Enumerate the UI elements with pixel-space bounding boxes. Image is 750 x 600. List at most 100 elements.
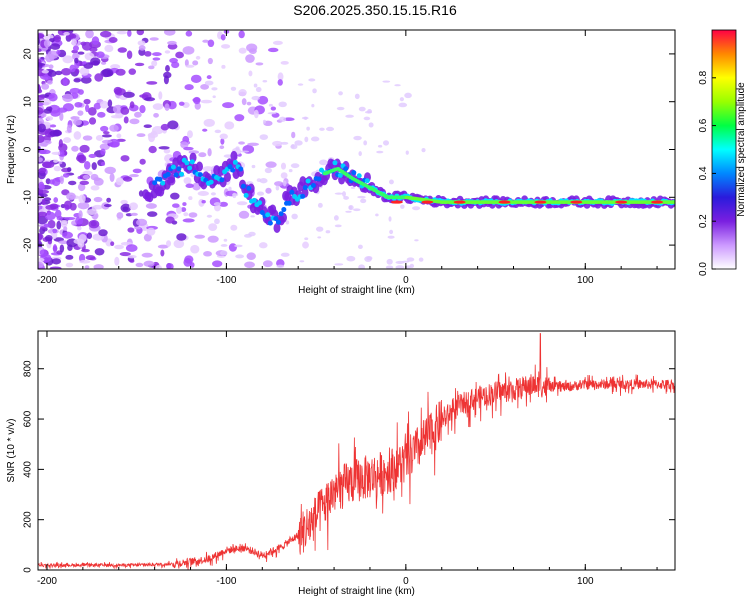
noise-blob bbox=[100, 30, 112, 38]
noise-blob bbox=[297, 83, 304, 86]
bottom-ytick-label: 800 bbox=[23, 360, 34, 377]
noise-blob bbox=[45, 53, 53, 63]
noise-blob bbox=[160, 123, 170, 131]
noise-blob bbox=[38, 134, 45, 144]
noise-blob bbox=[251, 164, 256, 169]
noise-blob bbox=[53, 197, 59, 203]
noise-blob bbox=[200, 99, 213, 104]
noise-blob bbox=[99, 100, 109, 109]
noise-blob bbox=[180, 141, 189, 149]
noise-blob bbox=[94, 248, 105, 256]
bottom-xtick-label: 0 bbox=[403, 576, 409, 587]
noise-blob bbox=[62, 77, 68, 86]
ridge-peak bbox=[390, 200, 403, 204]
noise-blob bbox=[206, 75, 212, 80]
noise-blob bbox=[325, 230, 331, 234]
noise-blob bbox=[418, 257, 424, 262]
ridge-core bbox=[286, 200, 292, 206]
noise-blob bbox=[310, 136, 320, 142]
noise-blob bbox=[129, 118, 140, 125]
noise-blob bbox=[259, 134, 269, 140]
noise-blob bbox=[333, 215, 339, 221]
noise-blob bbox=[303, 116, 308, 120]
bottom-ylabel: SNR (10 * v/v) bbox=[6, 419, 17, 483]
noise-blob bbox=[385, 265, 394, 269]
ridge-core bbox=[257, 200, 263, 206]
colorbar-gradient bbox=[711, 29, 737, 270]
noise-blob bbox=[240, 150, 250, 153]
noise-blob bbox=[270, 106, 276, 111]
noise-blob bbox=[43, 39, 51, 48]
noise-blob bbox=[198, 152, 207, 158]
ridge-core bbox=[208, 179, 214, 185]
noise-blob bbox=[235, 146, 240, 151]
ridge-core bbox=[157, 176, 163, 182]
noise-blob bbox=[94, 73, 104, 82]
noise-blob bbox=[238, 47, 247, 54]
noise-blob bbox=[185, 30, 193, 37]
noise-blob bbox=[183, 212, 189, 217]
noise-blob bbox=[421, 147, 426, 153]
noise-blob bbox=[182, 202, 187, 206]
ridge-core bbox=[351, 170, 357, 176]
noise-blob bbox=[81, 248, 90, 253]
noise-blob bbox=[85, 255, 96, 261]
noise-blob bbox=[172, 203, 180, 208]
noise-blob bbox=[155, 264, 162, 269]
noise-blob bbox=[334, 263, 344, 266]
colorbar-tick-label: 0.4 bbox=[698, 166, 709, 180]
noise-blob bbox=[166, 240, 172, 247]
noise-blob bbox=[343, 196, 349, 200]
noise-blob bbox=[279, 116, 287, 122]
ridge-core bbox=[197, 172, 203, 178]
noise-blob bbox=[116, 133, 122, 139]
noise-blob bbox=[272, 140, 283, 147]
noise-blob bbox=[139, 94, 149, 98]
noise-blob bbox=[143, 124, 152, 129]
noise-blob bbox=[207, 39, 215, 48]
noise-blob bbox=[122, 176, 133, 182]
noise-blob bbox=[45, 106, 53, 112]
ridge-core bbox=[364, 178, 370, 184]
noise-blob bbox=[274, 181, 284, 187]
noise-blob bbox=[256, 191, 265, 196]
noise-blob bbox=[93, 196, 103, 203]
top-xtick-label: 0 bbox=[403, 275, 409, 286]
ridge-core bbox=[251, 197, 257, 203]
noise-blob bbox=[65, 254, 74, 260]
noise-blob bbox=[175, 51, 184, 59]
noise-blob bbox=[267, 47, 279, 53]
noise-blob bbox=[77, 202, 90, 210]
noise-blob bbox=[234, 114, 245, 122]
noise-blob bbox=[77, 51, 85, 55]
noise-blob bbox=[345, 114, 354, 118]
noise-blob bbox=[382, 80, 391, 83]
top-ytick-label: 10 bbox=[23, 96, 34, 108]
noise-blob bbox=[146, 227, 156, 236]
noise-blob bbox=[152, 52, 162, 57]
noise-blob bbox=[334, 224, 342, 228]
noise-blob bbox=[219, 201, 228, 207]
noise-blob bbox=[202, 166, 214, 172]
noise-blob bbox=[146, 81, 158, 85]
ridge-core bbox=[289, 189, 295, 195]
noise-blob bbox=[44, 234, 53, 242]
noise-blob bbox=[166, 263, 174, 269]
noise-blob bbox=[348, 205, 352, 210]
noise-blob bbox=[49, 130, 59, 137]
noise-blob bbox=[364, 110, 373, 114]
ridge-halo bbox=[163, 179, 171, 190]
noise-blob bbox=[363, 116, 371, 121]
noise-blob bbox=[61, 68, 72, 76]
noise-blob bbox=[194, 234, 206, 239]
noise-blob bbox=[75, 216, 84, 225]
noise-blob bbox=[276, 264, 285, 269]
noise-blob bbox=[294, 140, 303, 146]
noise-blob bbox=[41, 69, 49, 74]
noise-blob bbox=[103, 203, 112, 208]
noise-blob bbox=[125, 244, 138, 252]
noise-blob bbox=[170, 192, 180, 200]
noise-blob bbox=[253, 109, 259, 119]
ridge-core bbox=[170, 164, 176, 170]
ridge-peak bbox=[651, 200, 664, 204]
